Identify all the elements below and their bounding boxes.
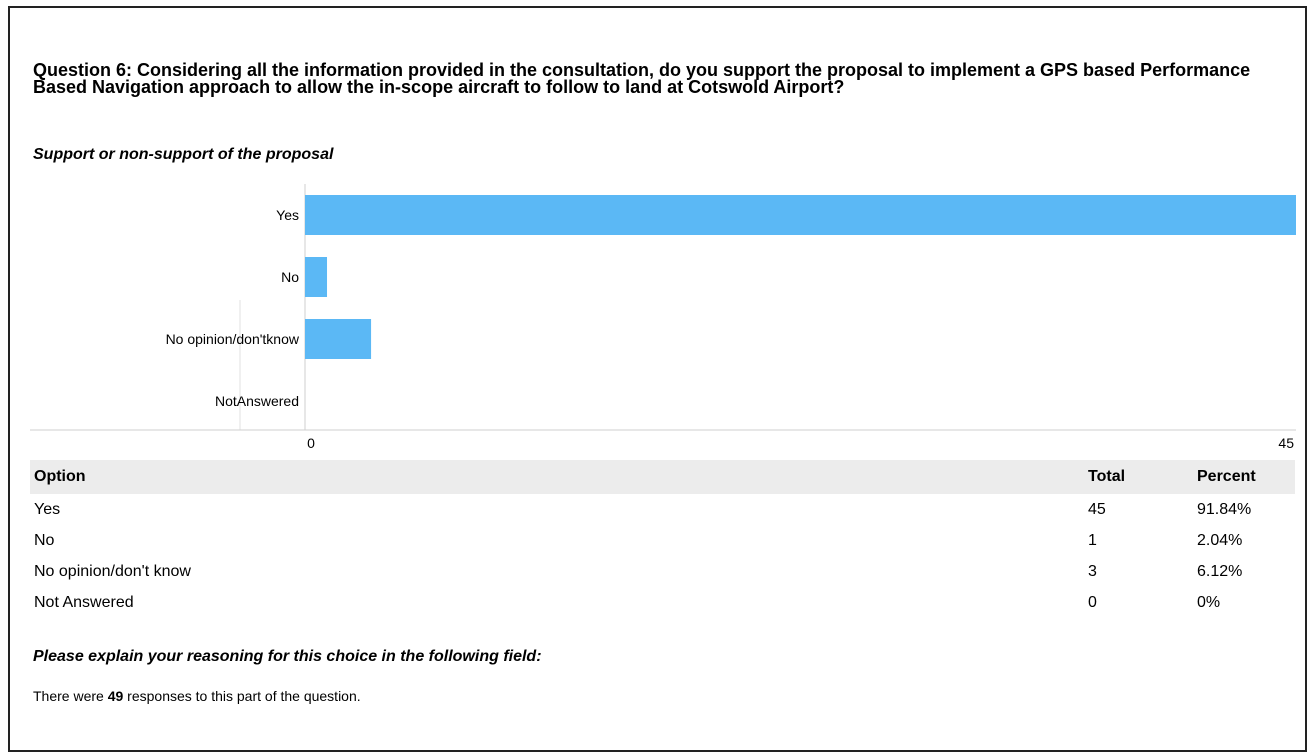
row-option: Yes: [34, 500, 61, 518]
row-percent: 2.04%: [1197, 531, 1243, 549]
results-table: Option Total Percent Yes 45 91.84% No 1 …: [30, 460, 1295, 618]
header-total: Total: [1084, 460, 1193, 494]
row-total: 0: [1088, 593, 1097, 611]
responses-prefix: There were: [33, 688, 108, 704]
bar-1: [305, 257, 328, 297]
explain-heading: Please explain your reasoning for this c…: [33, 648, 542, 665]
table-row: No 1 2.04%: [30, 525, 1295, 556]
page-frame: [8, 6, 1307, 752]
question-title: Question 6: Considering all the informat…: [33, 60, 1251, 97]
table-row: Not Answered 0 0%: [30, 587, 1295, 618]
x-tick-label: 45: [1278, 435, 1294, 451]
bar-2: [305, 319, 372, 359]
chart-bars: [305, 195, 1296, 359]
bar-0: [305, 195, 1296, 235]
row-option: No: [34, 531, 55, 549]
row-option: Not Answered: [34, 593, 134, 611]
table-row: Yes 45 91.84%: [30, 494, 1295, 525]
row-total: 3: [1088, 562, 1097, 580]
table-header-row: Option Total Percent: [30, 460, 1295, 494]
chart-category-labels: Yes No No opinion/don'tknow NotAnswered: [166, 207, 300, 409]
row-percent: 91.84%: [1197, 500, 1252, 518]
category-label: Yes: [276, 207, 299, 223]
header-percent: Percent: [1193, 460, 1295, 494]
category-label: No: [281, 269, 299, 285]
responses-count: 49: [107, 688, 124, 704]
row-total: 1: [1088, 531, 1097, 549]
responses-text: There were 49 responses to this part of …: [33, 688, 361, 704]
header-option: Option: [30, 460, 1084, 494]
row-percent: 6.12%: [1197, 562, 1243, 580]
row-option: No opinion/don't know: [34, 562, 191, 580]
chart-tick-labels: 0 45: [307, 435, 1294, 451]
x-tick-label: 0: [307, 435, 315, 451]
bar-chart: Yes No No opinion/don'tknow NotAnswered 0 45: [30, 184, 1296, 451]
table-row: No opinion/don't know 3 6.12%: [30, 556, 1295, 587]
category-label: NotAnswered: [215, 393, 299, 409]
category-label: No opinion/don'tknow: [166, 331, 300, 347]
row-total: 45: [1088, 500, 1106, 518]
responses-suffix: responses to this part of the question.: [123, 688, 361, 704]
row-percent: 0%: [1197, 593, 1221, 611]
chart-subtitle: Support or non-support of the proposal: [33, 146, 334, 163]
